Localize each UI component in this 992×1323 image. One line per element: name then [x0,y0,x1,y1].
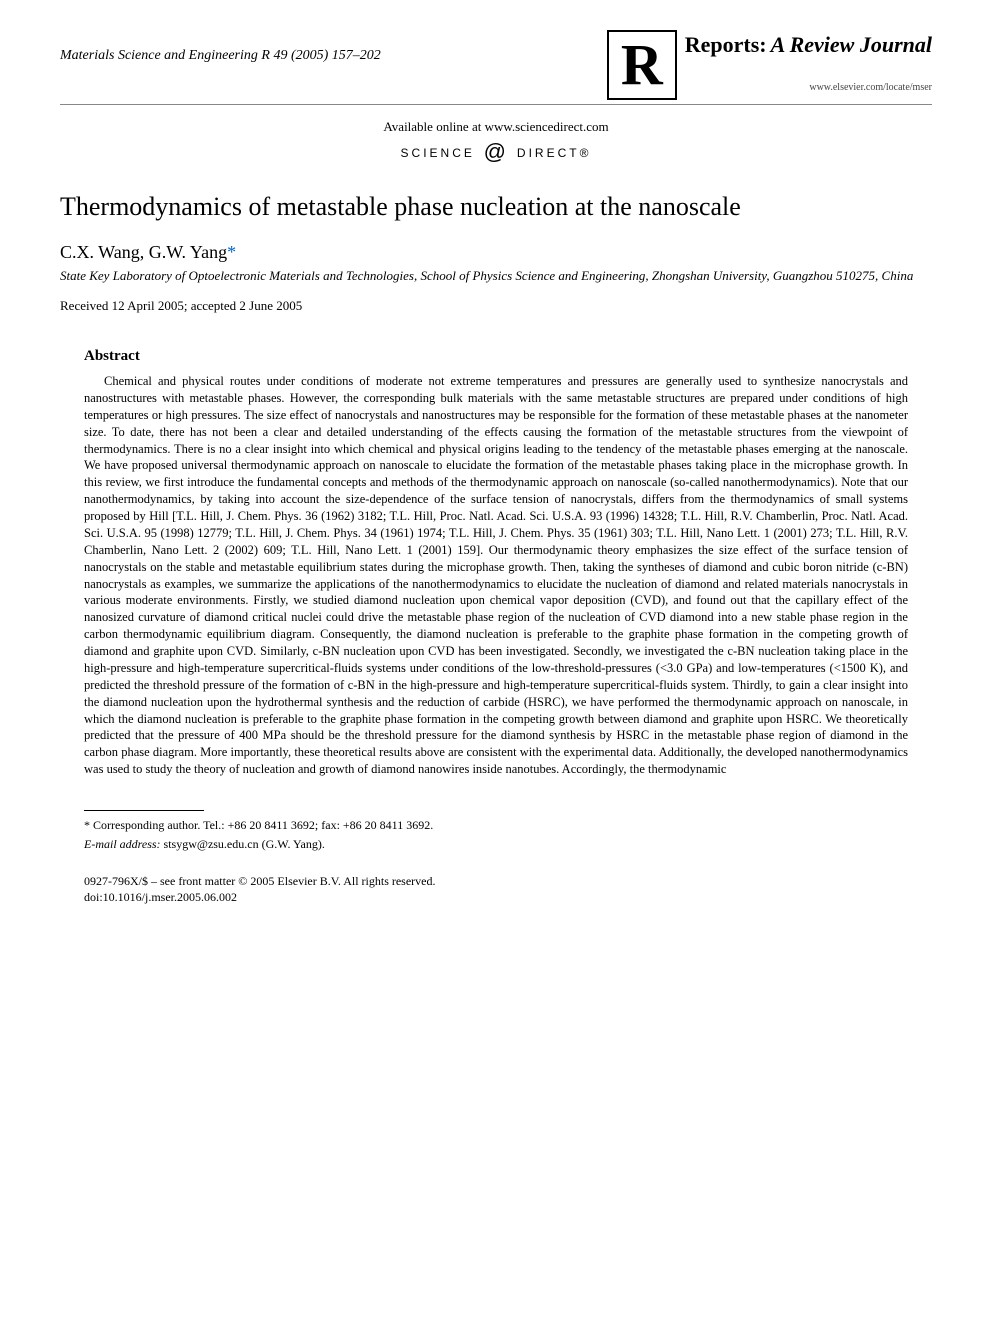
article-dates: Received 12 April 2005; accepted 2 June … [60,298,932,314]
authors-line: C.X. Wang, G.W. Yang* [60,242,932,263]
author-1: C.X. Wang, [60,242,149,262]
email-label: E-mail address: [84,837,161,851]
email-footnote: E-mail address: stsygw@zsu.edu.cn (G.W. … [84,836,908,853]
journal-logo-text: Reports: A Review Journal www.elsevier.c… [685,30,932,93]
author-2: G.W. Yang [149,242,227,262]
elsevier-url[interactable]: www.elsevier.com/locate/mser [685,82,932,93]
article-title: Thermodynamics of metastable phase nucle… [60,191,932,224]
sciencedirect-logo-icon: SCIENCE @ DIRECT® [60,141,932,167]
journal-reference: Materials Science and Engineering R 49 (… [60,30,381,64]
journal-r-logo-icon: R [607,30,677,100]
copyright-line: 0927-796X/$ – see front matter © 2005 El… [84,873,908,890]
sd-logo-right: DIRECT® [517,146,592,160]
footnotes: * Corresponding author. Tel.: +86 20 841… [84,817,908,853]
abstract-text: Chemical and physical routes under condi… [84,373,908,778]
journal-logo-block: R Reports: A Review Journal www.elsevier… [607,30,932,100]
abstract-section: Abstract Chemical and physical routes un… [84,348,908,778]
corresponding-author-marker[interactable]: * [227,242,236,262]
doi-line: doi:10.1016/j.mser.2005.06.002 [84,889,908,906]
abstract-heading: Abstract [84,348,908,365]
sciencedirect-block: Available online at www.sciencedirect.co… [60,119,932,167]
reports-subtitle: A Review Journal [771,32,932,57]
reports-label: Reports: [685,32,767,57]
sd-logo-left: SCIENCE [401,146,475,160]
email-value[interactable]: stsygw@zsu.edu.cn (G.W. Yang). [164,837,325,851]
available-online-text: Available online at www.sciencedirect.co… [60,119,932,135]
sd-logo-at-icon: @ [483,139,508,165]
footnote-rule [84,810,204,811]
corresponding-author-footnote: * Corresponding author. Tel.: +86 20 841… [84,817,908,834]
journal-header: Materials Science and Engineering R 49 (… [60,30,932,105]
affiliation: State Key Laboratory of Optoelectronic M… [60,267,932,285]
page-footer: 0927-796X/$ – see front matter © 2005 El… [84,873,908,907]
